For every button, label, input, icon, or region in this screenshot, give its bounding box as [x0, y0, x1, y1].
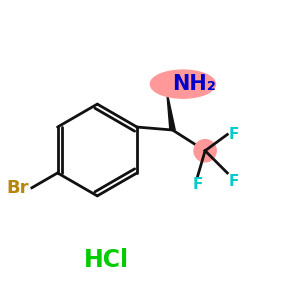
Text: Br: Br [6, 179, 29, 197]
Text: F: F [193, 177, 203, 192]
Text: F: F [229, 174, 239, 189]
Text: HCl: HCl [84, 248, 129, 272]
Ellipse shape [150, 70, 215, 98]
Polygon shape [167, 90, 175, 130]
Ellipse shape [194, 140, 216, 162]
Text: NH₂: NH₂ [172, 74, 216, 94]
Text: F: F [229, 127, 239, 142]
